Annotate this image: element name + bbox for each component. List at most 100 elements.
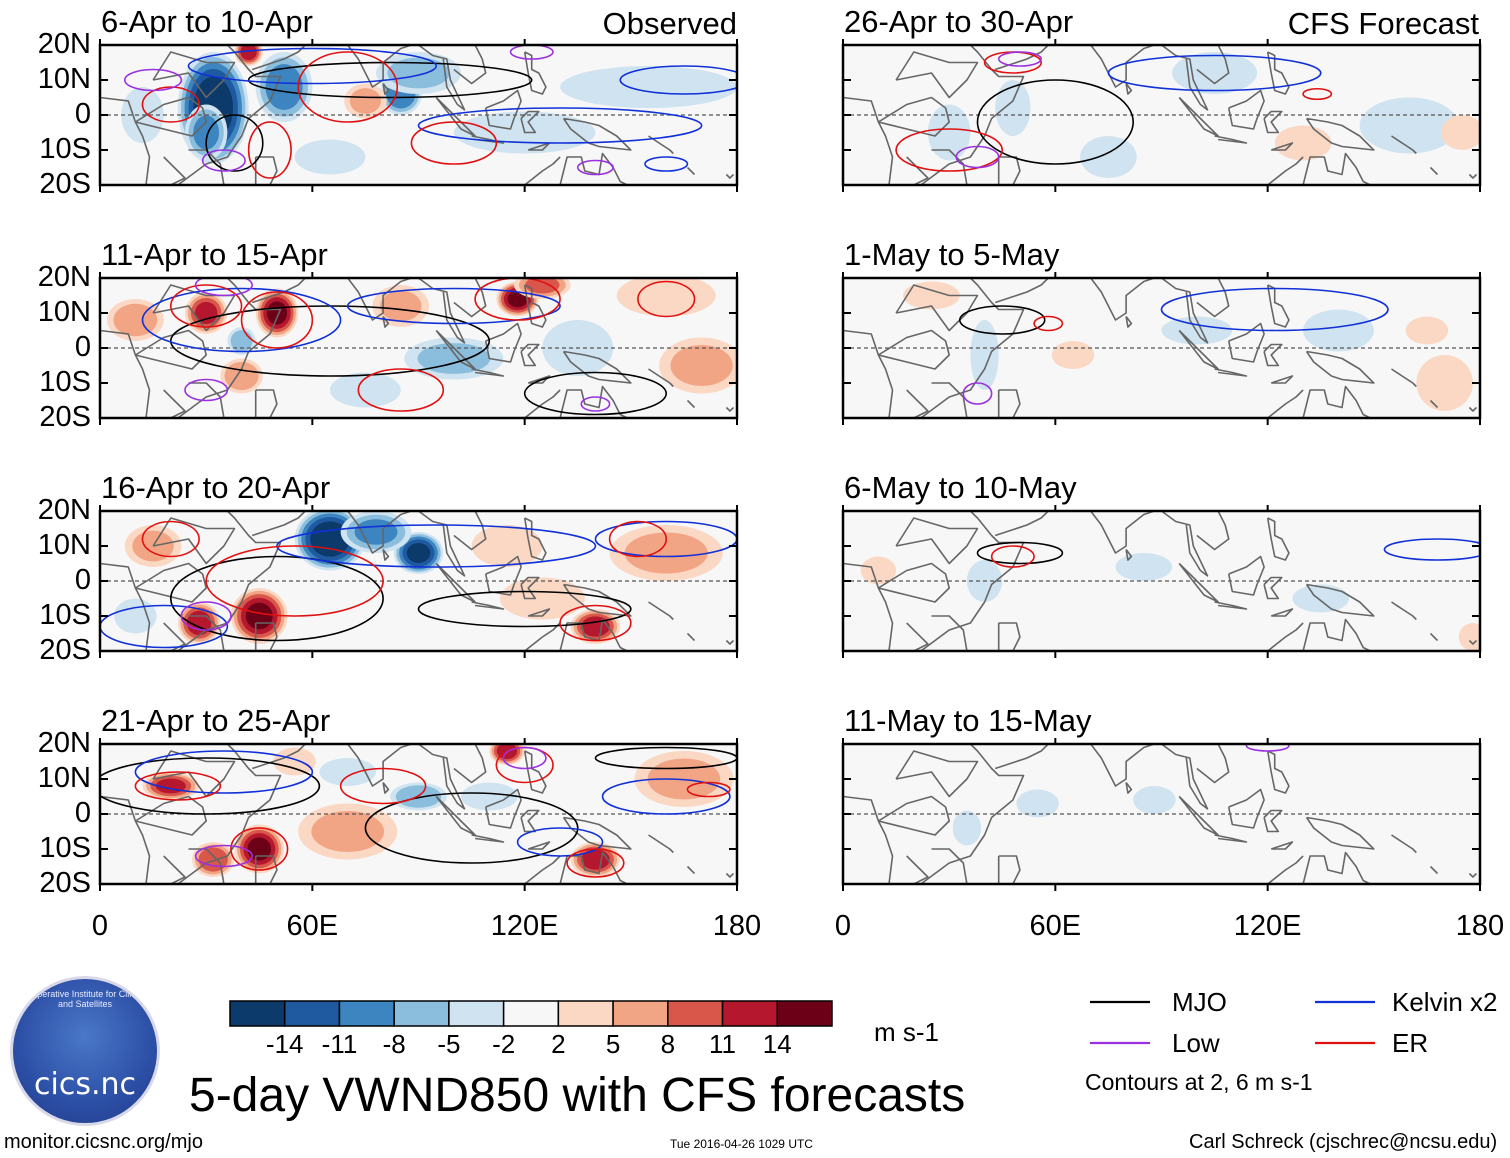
panel-observed-4-shade-1-8 <box>198 847 228 872</box>
logo-ring-text: Cooperative Institute for Climate and Sa… <box>20 989 150 1009</box>
y-tick-label: 20N <box>37 727 91 759</box>
panel-observed-4-contour-er-11 <box>686 781 731 798</box>
panel-forecast-3-coast-19 <box>1267 622 1304 651</box>
panel-forecast-1-coast-16 <box>1391 135 1417 155</box>
panel-forecast-3-coast-0 <box>843 562 894 651</box>
colorbar-box-9 <box>721 1000 779 1027</box>
panel-observed-4-coast-3 <box>333 744 412 787</box>
panel-observed-4-coast-19 <box>524 855 561 884</box>
panel-observed-3-coast-21 <box>134 562 207 603</box>
panel-forecast-2-coast-23 <box>906 389 929 418</box>
colorbar-tick-label: 5 <box>605 1029 621 1059</box>
panel-forecast-4-coast-21 <box>877 795 951 836</box>
panel-forecast-3-coast-14 <box>1302 618 1371 651</box>
panel-observed-4-coast-13 <box>527 841 551 850</box>
panel-forecast-1-contour-kelvin-1 <box>1107 54 1322 92</box>
colorbar-box-5 <box>502 1000 560 1027</box>
panel-observed-2-contour-low-11 <box>194 278 253 297</box>
y-tick-label: 10S <box>39 599 91 631</box>
panel-forecast-3-coast-12 <box>1305 583 1375 617</box>
panel-forecast-2-shade-1-2 <box>1303 309 1374 352</box>
panel-forecast-1-shade-0-2 <box>995 80 1031 136</box>
footer-url: monitor.cicsnc.org/mjo <box>4 1131 203 1153</box>
panel-observed-2-coast-15 <box>254 389 278 418</box>
panel-observed-2-shade-1-11 <box>194 301 218 325</box>
panel-forecast-4-coast-20 <box>895 750 979 798</box>
panel-observed-2-coast-23 <box>163 389 186 418</box>
panel-observed-2-contour-er-6 <box>474 278 561 321</box>
panel-forecast-2-shade-6-2 <box>1405 316 1449 345</box>
panel-forecast-3-shade-0-2 <box>1115 553 1173 581</box>
panel-forecast-2-shade-0-2 <box>970 320 999 390</box>
panel-forecast-3-coast-4 <box>1125 549 1133 561</box>
y-tick-label: 10N <box>37 762 91 794</box>
panel-forecast-2-coast-22 <box>931 382 968 418</box>
panel-observed-1-coast-11 <box>523 51 547 95</box>
panel-observed-1-contour-low-13 <box>509 45 554 60</box>
y-tick-label: 10N <box>37 296 91 328</box>
colorbar-tick-label: 11 <box>709 1029 737 1059</box>
figure-title: 5-day VWND850 with CFS forecasts <box>189 1069 966 1122</box>
panel-forecast-2-shade-5-2 <box>903 281 960 310</box>
panel-forecast-3-coast-10 <box>1263 576 1283 600</box>
panel-forecast-4-coast-19 <box>1267 855 1304 884</box>
panel-observed-1-contour-er-7 <box>141 86 200 123</box>
panel-forecast-2-coast-19 <box>1267 389 1304 418</box>
panel-observed-4-coast-16 <box>648 834 674 854</box>
colorbar-tick-label: -11 <box>321 1029 358 1059</box>
colorbar-tick-label: -2 <box>492 1029 516 1059</box>
panel-forecast-2-shade-4-2 <box>1051 341 1095 369</box>
panel-observed-4-coast-7 <box>435 795 476 836</box>
panel-forecast-2-coast-3 <box>1076 278 1155 321</box>
panel-observed-3-coast-12 <box>562 583 632 617</box>
panel-forecast-1-coast-9 <box>1227 89 1265 130</box>
panel-observed-4-coast-8 <box>471 834 505 843</box>
panel-observed-3-shade-10-2 <box>114 598 157 634</box>
panel-observed-4-coast-1 <box>177 744 282 884</box>
panel-observed-2-coast-14 <box>559 385 628 418</box>
panel-forecast-1-coast-6 <box>1196 45 1230 85</box>
panel-observed-1-contour-kelvin-3 <box>187 47 437 85</box>
panel-observed-2-shade-3-8 <box>525 278 560 294</box>
panel-forecast-1-coast-21 <box>877 96 951 137</box>
colorbar-box-4 <box>448 1000 505 1027</box>
panel-forecast-2-shade-3-2 <box>1416 355 1473 411</box>
colorbar-tick-label: 8 <box>660 1029 676 1059</box>
panel-observed-4-contour-low-13 <box>502 746 547 770</box>
panel-observed-2-coast-20 <box>152 284 236 332</box>
panel-observed-2-contour-er-5 <box>169 284 243 328</box>
panel-forecast-4-coast-7 <box>1178 795 1219 836</box>
panel-forecast-2-coast-9 <box>1227 322 1265 363</box>
panel-forecast-1-coast-4 <box>1125 83 1133 95</box>
panel-forecast-3-shade-2-2 <box>1458 623 1480 651</box>
panel-observed-1-contour-low-10 <box>123 68 183 92</box>
panel-forecast-4-coast-22 <box>931 848 968 884</box>
panel-observed-3-coast-8 <box>471 601 505 610</box>
panel-observed-2-coast-19 <box>524 389 561 418</box>
panel-forecast-4-coast-13 <box>1270 841 1294 850</box>
x-tick-label: 180 <box>712 910 762 942</box>
x-tick-label: 120E <box>1233 910 1302 942</box>
panel-forecast-2-coast-12 <box>1305 350 1375 384</box>
panel-observed-2-coast-12 <box>562 350 632 384</box>
panel-forecast-1-shade-6-2 <box>1080 136 1137 178</box>
panel-forecast-2-coast-11 <box>1266 284 1290 328</box>
panel-forecast-2-coast-0 <box>843 329 894 418</box>
forecast-label: CFS Forecast <box>1287 6 1479 41</box>
y-tick-label: 0 <box>74 564 91 596</box>
panel-observed-1-coast-17 <box>686 166 696 176</box>
panel-forecast-4-shade-2-2 <box>952 810 982 846</box>
panel-forecast-2-coast-13 <box>1270 375 1294 384</box>
panel-forecast-4-coast-16 <box>1391 834 1417 854</box>
panel-observed-1-coast-12 <box>562 117 632 151</box>
panel-forecast-1-contour-mjo-0 <box>976 79 1134 165</box>
panel-forecast-2-coast-21 <box>877 329 951 370</box>
panel-observed-3-coast-6 <box>453 511 487 551</box>
panel-observed-4-coast-20 <box>152 750 236 798</box>
panel-forecast-1-shade-1-2 <box>1172 52 1258 94</box>
panel-forecast-1-coast-19 <box>1267 156 1304 185</box>
panel-observed-2-contour-er-4 <box>240 291 314 349</box>
y-tick-label: 20N <box>37 494 91 526</box>
y-tick-label: 20N <box>37 261 91 293</box>
panel-observed-2-coast-16 <box>648 368 674 388</box>
